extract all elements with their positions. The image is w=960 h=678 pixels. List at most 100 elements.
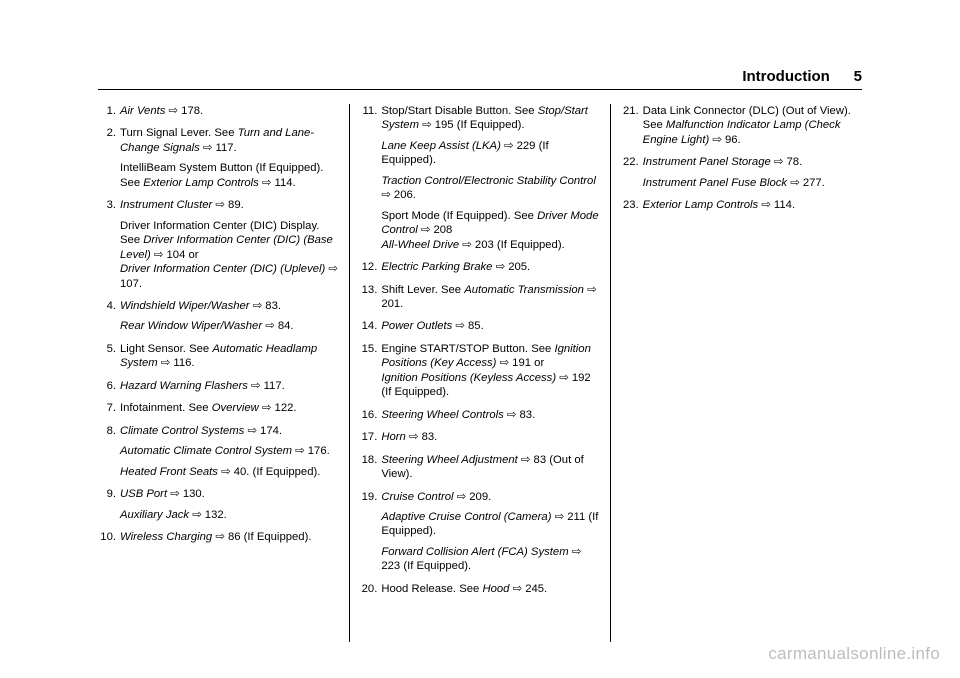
text-segment: ⇨ 104 or <box>151 249 199 261</box>
list-item-line: Lane Keep Assist (LKA) ⇨ 229 (If Equippe… <box>381 139 600 168</box>
page-number: 5 <box>834 68 862 85</box>
text-segment: ⇨ 245. <box>509 583 547 595</box>
text-segment: ⇨ 203 (If Equipped). <box>459 239 565 251</box>
reference-title: Forward Collision Alert (FCA) System <box>381 546 568 558</box>
list-item: Infotainment. See Overview ⇨ 122. <box>98 401 339 415</box>
text-segment: Hood Release. See <box>381 583 482 595</box>
text-segment: ⇨ 117. <box>248 380 285 392</box>
reference-title: Driver Information Center (DIC) (Uplevel… <box>120 263 325 275</box>
list-item: Air Vents ⇨ 178. <box>98 104 339 118</box>
list-item-line: Heated Front Seats ⇨ 40. (If Equipped). <box>120 465 339 479</box>
reference-title: Air Vents <box>120 105 165 117</box>
text-segment: Stop/Start Disable Button. See <box>381 105 537 117</box>
list-item-line: Cruise Control ⇨ 209. <box>381 490 600 504</box>
text-segment: ⇨ 78. <box>771 156 802 168</box>
text-segment: Light Sensor. See <box>120 343 212 355</box>
list-item-line: Power Outlets ⇨ 85. <box>381 319 600 333</box>
text-segment: ⇨ 84. <box>262 320 293 332</box>
list-item-line: All-Wheel Drive ⇨ 203 (If Equipped). <box>381 238 600 252</box>
reference-title: Traction Control/Electronic Stability Co… <box>381 175 596 187</box>
reference-title: Lane Keep Assist (LKA) <box>381 140 501 152</box>
section-title: Introduction <box>742 68 829 85</box>
reference-title: Windshield Wiper/Washer <box>120 300 250 312</box>
text-segment: ⇨ 83. <box>406 431 437 443</box>
list-item-line: Instrument Panel Storage ⇨ 78. <box>643 155 862 169</box>
reference-title: Cruise Control <box>381 491 453 503</box>
reference-title: Electric Parking Brake <box>381 261 492 273</box>
list-item: Electric Parking Brake ⇨ 205. <box>359 260 600 274</box>
reference-title: Automatic Transmission <box>464 284 584 296</box>
list-item: Instrument Panel Storage ⇨ 78.Instrument… <box>621 155 862 190</box>
text-segment: Engine START/STOP Button. See <box>381 343 554 355</box>
list-item: Steering Wheel Adjustment ⇨ 83 (Out of V… <box>359 453 600 482</box>
text-segment: ⇨ 277. <box>787 177 825 189</box>
list-item-line: Engine START/STOP Button. See Ignition P… <box>381 342 600 371</box>
reference-title: Exterior Lamp Controls <box>143 177 259 189</box>
list-item-line: USB Port ⇨ 130. <box>120 487 339 501</box>
text-segment: ⇨ 116. <box>158 357 195 369</box>
text-segment: ⇨ 96. <box>709 134 740 146</box>
text-segment: Sport Mode (If Equipped). See <box>381 210 537 222</box>
list-item-line: Stop/Start Disable Button. See Stop/Star… <box>381 104 600 133</box>
list-item: Climate Control Systems ⇨ 174. Automatic … <box>98 424 339 479</box>
list-item-line: IntelliBeam System Button (If Equipped).… <box>120 161 339 190</box>
list-item-line: Data Link Connector (DLC) (Out of View).… <box>643 104 862 147</box>
list-item: Data Link Connector (DLC) (Out of View).… <box>621 104 862 147</box>
text-segment: ⇨ 209. <box>454 491 492 503</box>
list-item-line: Adaptive Cruise Control (Camera) ⇨ 211 (… <box>381 510 600 539</box>
list-item: Horn ⇨ 83. <box>359 430 600 444</box>
list-item-line: Hazard Warning Flashers ⇨ 117. <box>120 379 339 393</box>
text-segment: ⇨ 195 (If Equipped). <box>419 119 525 131</box>
text-segment: ⇨ 174. <box>244 425 282 437</box>
text-segment: ⇨ 86 (If Equipped). <box>212 531 311 543</box>
list-item: Shift Lever. See Automatic Transmission … <box>359 283 600 312</box>
reference-title: USB Port <box>120 488 167 500</box>
page: Introduction 5 Air Vents ⇨ 178. Turn Sign… <box>0 0 960 678</box>
list-item-line: Electric Parking Brake ⇨ 205. <box>381 260 600 274</box>
list-item-line: Auxiliary Jack ⇨ 132. <box>120 508 339 522</box>
list-item-line: Driver Information Center (DIC) (Uplevel… <box>120 262 339 291</box>
list-item: Exterior Lamp Controls ⇨ 114. <box>621 198 862 212</box>
reference-title: Overview <box>212 402 259 414</box>
text-segment: ⇨ 191 or <box>496 357 544 369</box>
list-item-line: Hood Release. See Hood ⇨ 245. <box>381 582 600 596</box>
numbered-list: Air Vents ⇨ 178. Turn Signal Lever. See T… <box>98 104 862 642</box>
list-item: Turn Signal Lever. See Turn and Lane-Cha… <box>98 126 339 190</box>
list-item: Engine START/STOP Button. See Ignition P… <box>359 342 600 400</box>
list-item-line: Steering Wheel Adjustment ⇨ 83 (Out of V… <box>381 453 600 482</box>
text-segment: ⇨ 83. <box>504 409 535 421</box>
text-segment: ⇨ 205. <box>492 261 530 273</box>
reference-title: Wireless Charging <box>120 531 212 543</box>
text-segment: ⇨ 89. <box>212 199 243 211</box>
list-item: Light Sensor. See Automatic Headlamp Sys… <box>98 342 339 371</box>
list-item: Power Outlets ⇨ 85. <box>359 319 600 333</box>
list-item-line: Windshield Wiper/Washer ⇨ 83. <box>120 299 339 313</box>
list-item-line: Rear Window Wiper/Washer ⇨ 84. <box>120 319 339 333</box>
list-item: USB Port ⇨ 130. Auxiliary Jack ⇨ 132. <box>98 487 339 522</box>
reference-title: Instrument Panel Storage <box>643 156 771 168</box>
reference-title: Hazard Warning Flashers <box>120 380 248 392</box>
reference-title: Exterior Lamp Controls <box>643 199 759 211</box>
reference-title: Automatic Climate Control System <box>120 445 292 457</box>
text-segment: ⇨ 122. <box>259 402 297 414</box>
list-item-line: Light Sensor. See Automatic Headlamp Sys… <box>120 342 339 371</box>
list-item-line: Steering Wheel Controls ⇨ 83. <box>381 408 600 422</box>
content-columns: Air Vents ⇨ 178. Turn Signal Lever. See T… <box>98 104 862 642</box>
list-item: Cruise Control ⇨ 209. Adaptive Cruise Con… <box>359 490 600 574</box>
text-segment: Turn Signal Lever. See <box>120 127 238 139</box>
list-item-line: Turn Signal Lever. See Turn and Lane-Cha… <box>120 126 339 155</box>
text-segment: ⇨ 208 <box>418 224 453 236</box>
list-item-line: Forward Collision Alert (FCA) System ⇨ 2… <box>381 545 600 574</box>
reference-title: Climate Control Systems <box>120 425 244 437</box>
reference-title: Rear Window Wiper/Washer <box>120 320 262 332</box>
reference-title: Ignition Positions (Keyless Access) <box>381 372 556 384</box>
list-item-line: Sport Mode (If Equipped). See Driver Mod… <box>381 209 600 238</box>
list-item-line: Horn ⇨ 83. <box>381 430 600 444</box>
page-header: Introduction 5 <box>98 68 862 90</box>
list-item: Windshield Wiper/Washer ⇨ 83. Rear Window… <box>98 299 339 334</box>
text-segment: ⇨ 178. <box>165 105 203 117</box>
list-item-line: Exterior Lamp Controls ⇨ 114. <box>643 198 862 212</box>
text-segment: Infotainment. See <box>120 402 212 414</box>
list-item-line: Ignition Positions (Keyless Access) ⇨ 19… <box>381 371 600 400</box>
reference-title: All-Wheel Drive <box>381 239 459 251</box>
